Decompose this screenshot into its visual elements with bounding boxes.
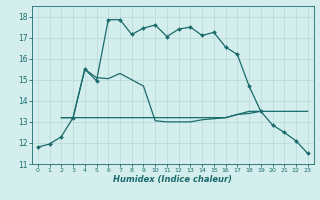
X-axis label: Humidex (Indice chaleur): Humidex (Indice chaleur) [113,175,232,184]
